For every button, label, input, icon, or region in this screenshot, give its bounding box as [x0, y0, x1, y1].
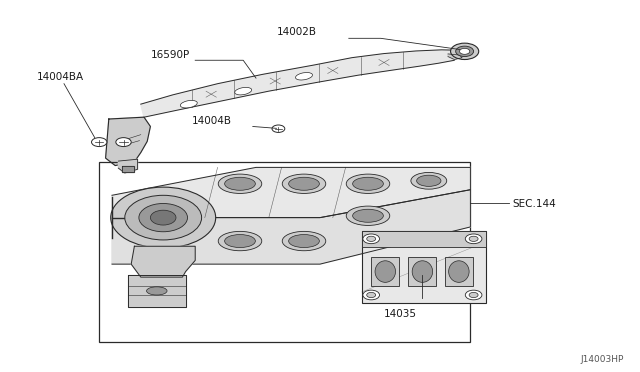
Circle shape — [139, 203, 188, 232]
Circle shape — [363, 234, 380, 244]
Text: 14004B: 14004B — [192, 116, 232, 126]
Ellipse shape — [147, 287, 167, 295]
Ellipse shape — [282, 174, 326, 193]
Polygon shape — [122, 166, 134, 172]
Circle shape — [465, 290, 482, 300]
Circle shape — [367, 292, 376, 298]
Text: 14002B: 14002B — [277, 27, 317, 37]
Ellipse shape — [375, 261, 396, 282]
Ellipse shape — [353, 209, 383, 222]
Bar — [408, 257, 436, 286]
Text: J14003HP: J14003HP — [580, 355, 624, 364]
Polygon shape — [118, 159, 138, 173]
Polygon shape — [112, 167, 470, 218]
Circle shape — [469, 236, 478, 241]
Circle shape — [363, 290, 380, 300]
Circle shape — [92, 138, 107, 147]
Ellipse shape — [282, 231, 326, 251]
Ellipse shape — [412, 261, 433, 282]
Bar — [445, 257, 473, 286]
Ellipse shape — [353, 177, 383, 190]
Ellipse shape — [346, 174, 390, 193]
Circle shape — [125, 195, 202, 240]
Polygon shape — [128, 275, 186, 307]
Ellipse shape — [225, 177, 255, 190]
Ellipse shape — [180, 100, 197, 108]
Circle shape — [367, 236, 376, 241]
Text: 14004BA: 14004BA — [37, 72, 84, 82]
Ellipse shape — [235, 87, 252, 95]
Circle shape — [272, 125, 285, 132]
Ellipse shape — [225, 235, 255, 248]
Bar — [362, 231, 486, 247]
Circle shape — [469, 292, 478, 298]
Ellipse shape — [289, 177, 319, 190]
Circle shape — [460, 48, 470, 54]
Polygon shape — [106, 117, 150, 166]
Circle shape — [456, 46, 474, 57]
Ellipse shape — [417, 175, 441, 186]
Bar — [362, 231, 486, 303]
Ellipse shape — [289, 235, 319, 248]
Circle shape — [465, 234, 482, 244]
Bar — [371, 257, 399, 286]
Text: SEC.144: SEC.144 — [512, 199, 556, 209]
Ellipse shape — [218, 174, 262, 193]
Text: 14035: 14035 — [384, 309, 417, 319]
Polygon shape — [141, 50, 464, 117]
Polygon shape — [131, 246, 195, 277]
Polygon shape — [448, 54, 462, 60]
Ellipse shape — [449, 261, 469, 282]
Polygon shape — [112, 190, 470, 264]
Text: 16590P: 16590P — [150, 49, 189, 60]
Ellipse shape — [346, 206, 390, 225]
Circle shape — [150, 210, 176, 225]
Bar — [99, 162, 470, 342]
Circle shape — [116, 138, 131, 147]
Ellipse shape — [296, 73, 312, 80]
Circle shape — [111, 187, 216, 248]
Circle shape — [451, 43, 479, 60]
Ellipse shape — [218, 231, 262, 251]
Ellipse shape — [411, 173, 447, 189]
